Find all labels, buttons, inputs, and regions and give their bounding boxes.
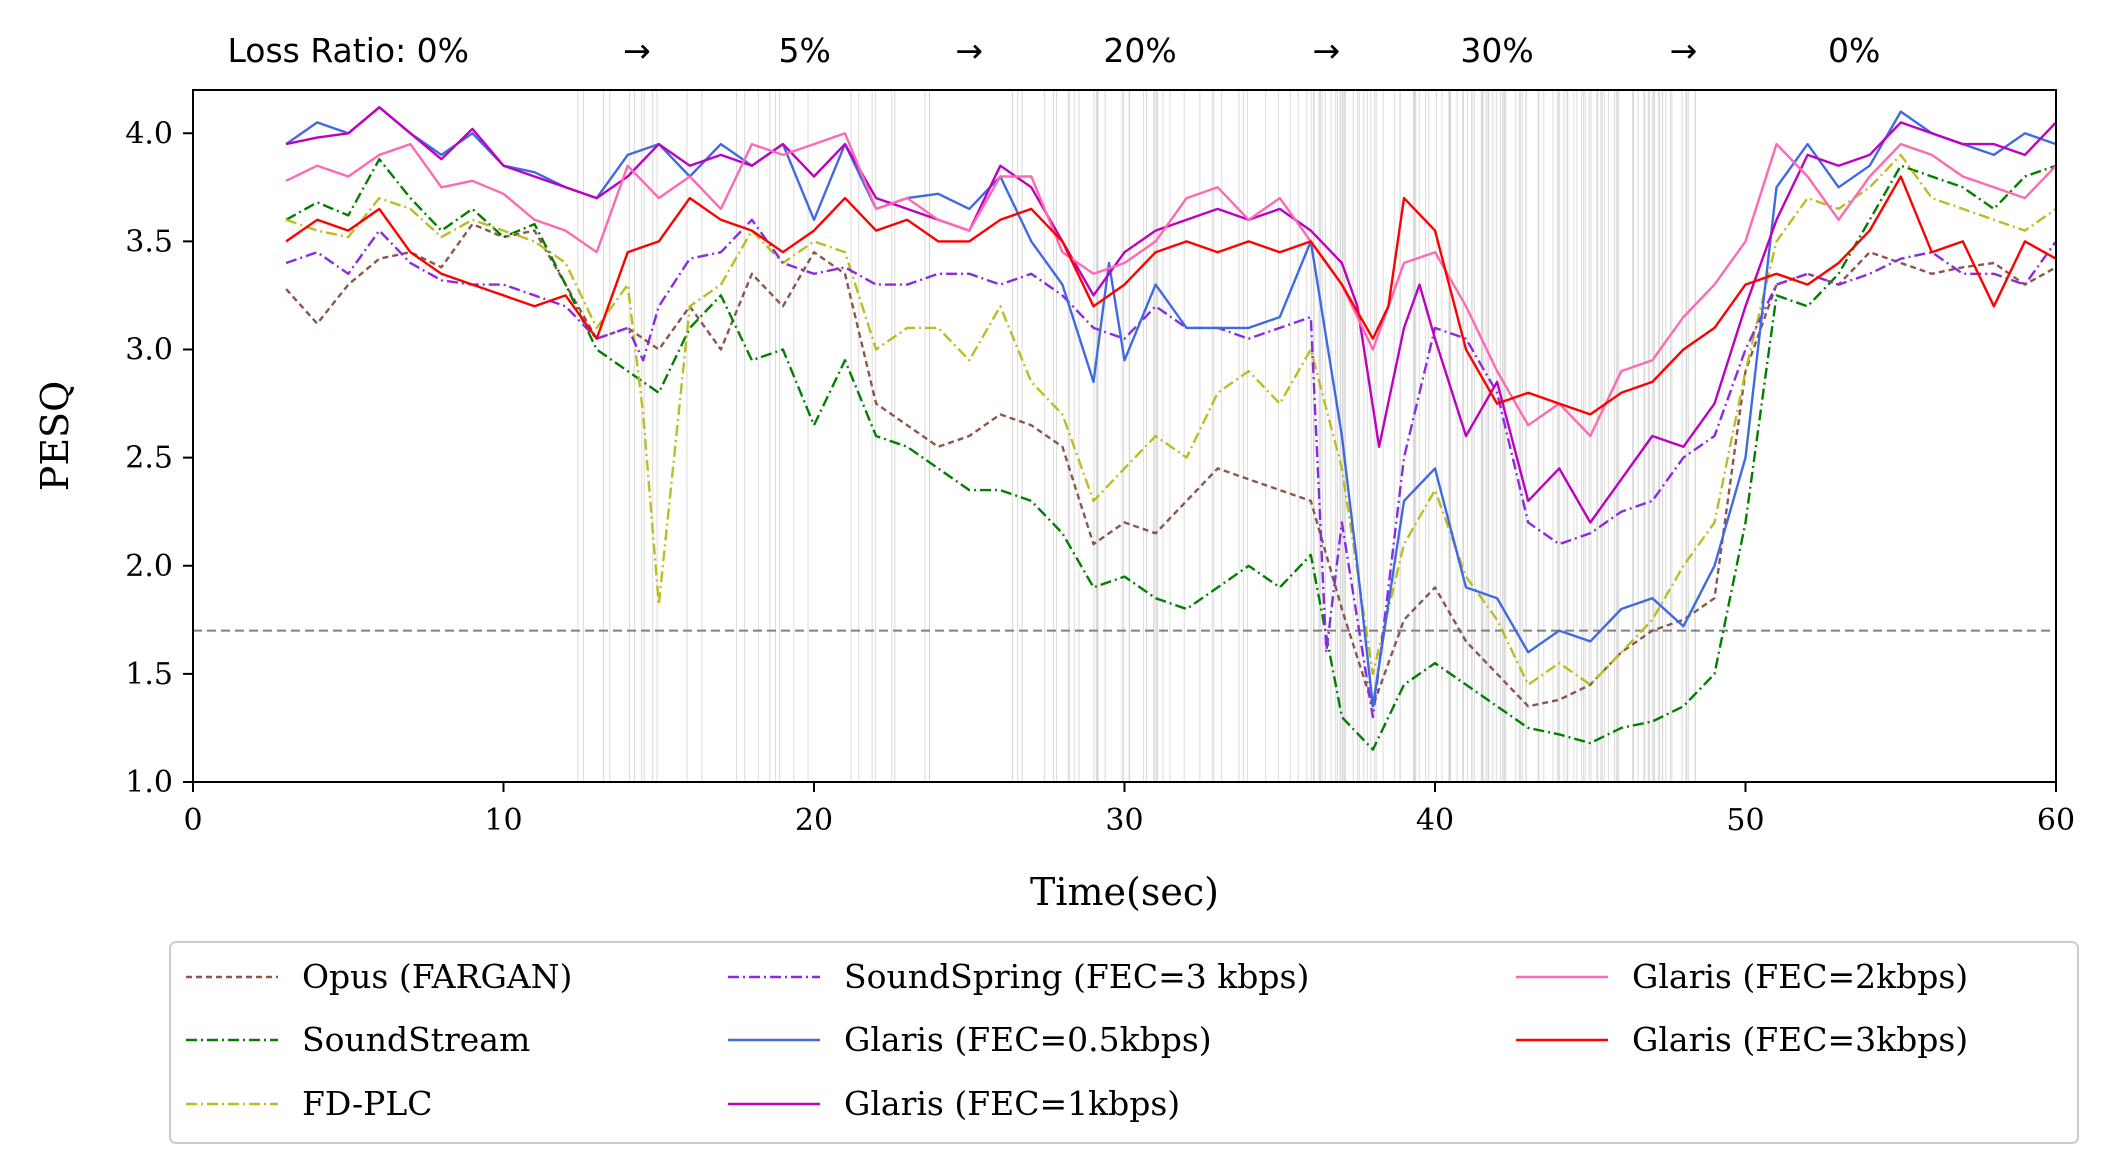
legend-label: Glaris (FEC=1kbps) [844,1084,1180,1123]
series-line-opus-fargan [285,222,2057,708]
legend-box [169,941,2079,1144]
x-axis: 0 10 20 30 40 50 60 [183,782,2075,838]
series-line-glaris-fec-2kbps [285,132,2057,438]
series-lines [285,106,2057,751]
loss-ratio-label: 30% [1460,31,1533,70]
legend-label: FD-PLC [302,1084,433,1123]
packet-loss-markers [577,90,1696,782]
loss-ratio-header: Loss Ratio: 0% → 5% → 20% → 30% → 0% [227,31,1880,70]
legend-label: Glaris (FEC=2kbps) [1632,957,1968,996]
y-tick-label: 1.5 [125,657,173,692]
x-axis-title: Time(sec) [1030,870,1219,914]
x-tick-label: 40 [1416,803,1454,838]
series-line-fd-plc [285,153,2057,686]
y-tick-label: 4.0 [125,116,173,151]
loss-ratio-label: → [623,31,651,70]
loss-ratio-label: 20% [1103,31,1176,70]
series-line-soundspring-fec-3-kbps [285,218,2057,719]
series-line-glaris-fec-1kbps [285,106,2057,524]
loss-ratio-label: 0% [1828,31,1880,70]
loss-ratio-label: → [1670,31,1698,70]
legend-label: SoundStream [302,1020,530,1059]
loss-ratio-label: 5% [779,31,831,70]
legend-label: Opus (FARGAN) [302,957,572,996]
x-tick-label: 50 [1726,803,1764,838]
legend-label: SoundSpring (FEC=3 kbps) [844,957,1309,996]
y-axis: 1.0 1.5 2.0 2.5 3.0 3.5 4.0 [125,116,193,800]
x-tick-label: 0 [183,803,202,838]
legend-label: Glaris (FEC=0.5kbps) [844,1020,1212,1059]
y-tick-label: 3.0 [125,333,173,368]
loss-ratio-label: → [1312,31,1340,70]
y-tick-label: 2.0 [125,549,173,584]
x-tick-label: 20 [795,803,833,838]
y-axis-title: PESQ [33,381,77,492]
x-tick-label: 30 [1105,803,1143,838]
y-tick-label: 3.5 [125,224,173,259]
loss-ratio-label: Loss Ratio: 0% [227,31,469,70]
series-line-glaris-fec-0-5kbps [285,106,2057,708]
legend-label: Glaris (FEC=3kbps) [1632,1020,1968,1059]
y-tick-label: 1.0 [125,765,173,800]
loss-ratio-label: → [955,31,983,70]
series-line-glaris-fec-3kbps [285,175,2057,416]
x-tick-label: 10 [484,803,522,838]
y-tick-label: 2.5 [125,441,173,476]
x-tick-label: 60 [2037,803,2075,838]
legend: Opus (FARGAN) SoundStream FD-PLC SoundSprin… [169,941,2079,1144]
